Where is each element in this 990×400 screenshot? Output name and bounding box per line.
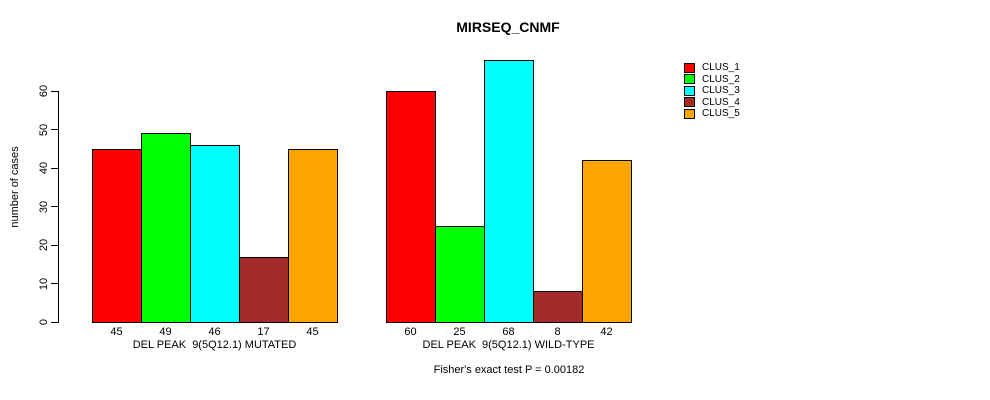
bar-clus_2-group2 bbox=[435, 226, 485, 323]
bar-value-label: 46 bbox=[208, 326, 221, 338]
legend-swatch bbox=[684, 85, 695, 96]
legend-label: CLUS_5 bbox=[702, 108, 740, 120]
y-tick-mark bbox=[51, 90, 58, 92]
legend-item: CLUS_4 bbox=[684, 97, 740, 109]
legend-label: CLUS_3 bbox=[702, 85, 740, 97]
y-tick-mark bbox=[51, 283, 58, 284]
bar-value-label: 49 bbox=[159, 326, 172, 338]
y-tick-label: 0 bbox=[38, 318, 50, 326]
bar-clus_5-group2 bbox=[582, 160, 632, 323]
legend-item: CLUS_1 bbox=[684, 62, 740, 74]
y-tick-label: 10 bbox=[38, 277, 50, 290]
bar-clus_1-group2 bbox=[386, 91, 436, 323]
y-tick-mark bbox=[51, 206, 58, 207]
y-tick-label: 50 bbox=[38, 123, 50, 136]
y-tick-mark bbox=[51, 129, 58, 130]
bar-clus_3-group2 bbox=[484, 60, 534, 323]
y-tick-label: 60 bbox=[38, 84, 50, 98]
y-tick-mark bbox=[51, 167, 58, 169]
legend-swatch bbox=[684, 108, 695, 119]
group-x-axis-label: DEL PEAK 9(5Q12.1) WILD-TYPE bbox=[422, 339, 595, 351]
y-tick-mark bbox=[51, 321, 58, 323]
legend-swatch bbox=[684, 74, 695, 85]
bar-value-label: 45 bbox=[110, 326, 123, 338]
bar-clus_1-group1 bbox=[92, 149, 142, 323]
bar-value-label: 42 bbox=[600, 326, 613, 338]
bar-value-label: 60 bbox=[404, 326, 417, 338]
legend-label: CLUS_1 bbox=[702, 62, 740, 74]
bar-clus_4-group2 bbox=[533, 291, 583, 323]
bar-clus_5-group1 bbox=[288, 149, 338, 323]
bar-clus_2-group1 bbox=[141, 133, 191, 323]
legend-item: CLUS_2 bbox=[684, 74, 740, 86]
legend-item: CLUS_3 bbox=[684, 85, 740, 97]
bar-value-label: 25 bbox=[453, 326, 466, 338]
legend-swatch bbox=[684, 97, 695, 108]
bar-clus_3-group1 bbox=[190, 145, 240, 323]
bar-clus_4-group1 bbox=[239, 257, 289, 323]
y-tick-label: 30 bbox=[38, 200, 50, 213]
y-tick-label: 20 bbox=[38, 238, 50, 252]
legend-swatch bbox=[684, 62, 695, 73]
bar-value-label: 17 bbox=[257, 326, 270, 338]
y-tick-label: 40 bbox=[38, 161, 50, 175]
y-tick-mark bbox=[51, 244, 58, 246]
chart-title: MIRSEQ_CNMF bbox=[456, 19, 560, 35]
y-axis-line bbox=[58, 91, 59, 323]
legend-item: CLUS_5 bbox=[684, 108, 740, 120]
fisher-test-annotation: Fisher's exact test P = 0.00182 bbox=[433, 364, 585, 376]
group-x-axis-label: DEL PEAK 9(5Q12.1) MUTATED bbox=[132, 339, 297, 351]
legend-label: CLUS_4 bbox=[702, 96, 740, 108]
y-axis-label: number of cases bbox=[9, 146, 21, 228]
bar-value-label: 8 bbox=[554, 326, 561, 338]
bar-value-label: 68 bbox=[502, 326, 515, 338]
bar-value-label: 45 bbox=[306, 326, 319, 338]
legend: CLUS_1 CLUS_2 CLUS_3 CLUS_4 CLUS_5 bbox=[684, 62, 740, 120]
legend-label: CLUS_2 bbox=[702, 73, 740, 85]
